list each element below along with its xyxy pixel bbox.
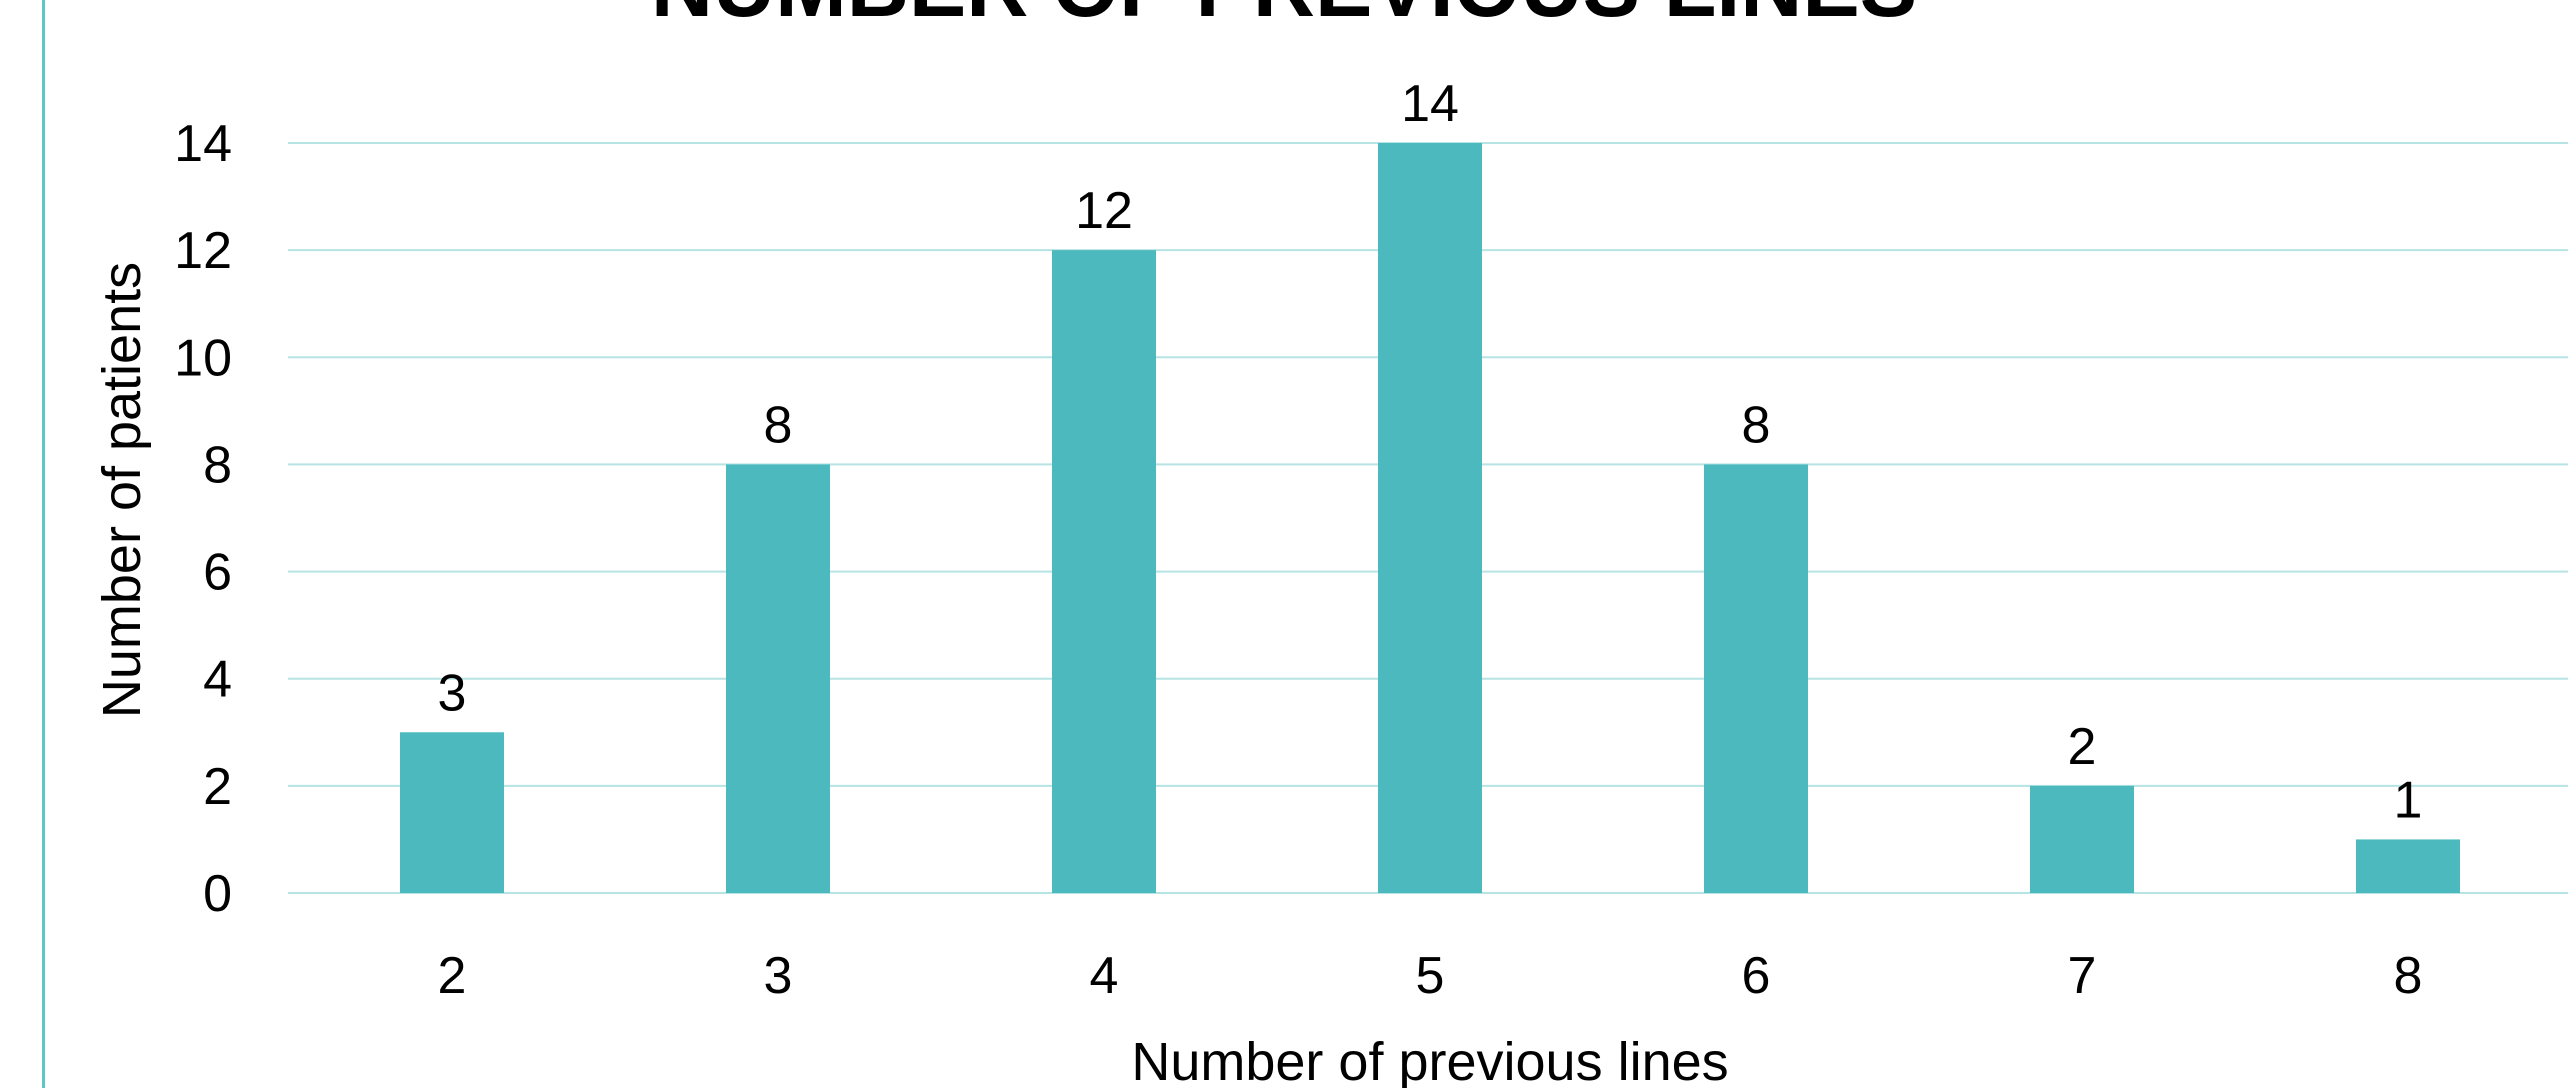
data-label: 14: [1401, 75, 1459, 133]
bars: [400, 143, 2460, 894]
data-label: 3: [438, 664, 467, 722]
slide-frame-line: [42, 0, 45, 1088]
y-axis-title: Number of patients: [92, 262, 152, 718]
bar-5: [1378, 143, 1482, 893]
bar-2: [400, 732, 504, 893]
bar-7: [2030, 785, 2134, 893]
data-label: 12: [1075, 182, 1133, 240]
data-label: 2: [2068, 718, 2097, 776]
x-tick-label: 6: [1742, 947, 1771, 1005]
x-tick-label: 7: [2068, 947, 2097, 1005]
bar-8: [2356, 839, 2460, 893]
y-tick-label: 2: [203, 758, 232, 816]
data-label: 1: [2394, 771, 2423, 829]
y-tick-label: 4: [203, 651, 232, 709]
x-axis-ticks: 2 3 4 5 6 7 8: [438, 947, 2423, 1005]
data-label: 8: [1742, 396, 1771, 454]
bar-6: [1704, 464, 1808, 893]
x-tick-label: 3: [764, 947, 793, 1005]
x-tick-label: 2: [438, 947, 467, 1005]
x-tick-label: 4: [1090, 947, 1119, 1005]
y-tick-label: 12: [174, 222, 232, 280]
x-axis-title: Number of previous lines: [1131, 1032, 1728, 1088]
y-tick-label: 6: [203, 544, 232, 602]
y-axis-ticks: 0 2 4 6 8 10 12 14: [174, 115, 232, 923]
bar-3: [726, 464, 830, 893]
x-tick-label: 5: [1416, 947, 1445, 1005]
y-tick-label: 8: [203, 436, 232, 494]
bar-4: [1052, 250, 1156, 894]
y-tick-label: 10: [174, 329, 232, 387]
y-tick-label: 0: [203, 865, 232, 923]
data-labels: 3 8 12 14 8 2 1: [438, 75, 2423, 829]
x-tick-label: 8: [2394, 947, 2423, 1005]
chart-title: NUMBER OF PREVIOUS LINES: [0, 0, 2568, 37]
data-label: 8: [764, 396, 793, 454]
y-tick-label: 14: [174, 115, 232, 173]
